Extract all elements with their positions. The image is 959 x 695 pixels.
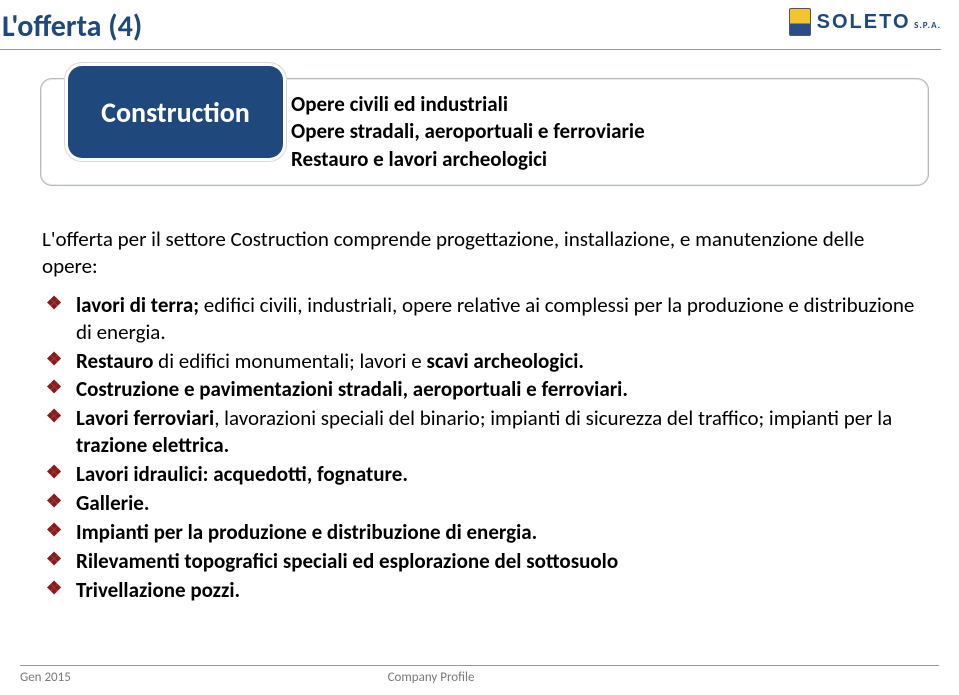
footer: Gen 2015 Company Profile bbox=[0, 665, 959, 685]
footer-rule bbox=[20, 665, 939, 666]
bubble-line: Opere civili ed industriali bbox=[291, 91, 898, 118]
list-item: Impianti per la produzione e distribuzio… bbox=[42, 519, 919, 546]
tab-label: Construction bbox=[101, 95, 250, 130]
list-item: Costruzione e pavimentazioni stradali, a… bbox=[42, 376, 919, 403]
crest-icon bbox=[789, 8, 811, 36]
intro-text: L'offerta per il settore Costruction com… bbox=[42, 226, 919, 280]
list-item: lavori di terra; edifici civili, industr… bbox=[42, 292, 919, 346]
list-item: Rilevamenti topografici speciali ed espl… bbox=[42, 548, 919, 575]
footer-date: Gen 2015 bbox=[20, 670, 388, 685]
offer-list: lavori di terra; edifici civili, industr… bbox=[42, 292, 919, 604]
bubble-line: Opere stradali, aeroportuali e ferroviar… bbox=[291, 118, 898, 145]
list-item: Lavori ferroviari, lavorazioni speciali … bbox=[42, 405, 919, 459]
logo-text: SOLETO bbox=[817, 11, 911, 33]
page-title: L'offerta (4) bbox=[0, 8, 142, 45]
header: L'offerta (4) SOLETO S.P.A. bbox=[0, 0, 959, 45]
list-item: Gallerie. bbox=[42, 490, 919, 517]
list-item: Restauro di edifici monumentali; lavori … bbox=[42, 348, 919, 375]
footer-row: Gen 2015 Company Profile bbox=[20, 670, 939, 685]
bubble-line: Restauro e lavori archeologici bbox=[291, 146, 898, 173]
logo-subtext: S.P.A. bbox=[914, 20, 941, 31]
logo: SOLETO S.P.A. bbox=[789, 8, 941, 36]
logo-text-block: SOLETO S.P.A. bbox=[817, 11, 941, 34]
body: L'offerta per il settore Costruction com… bbox=[0, 208, 959, 603]
diagram: Opere civili ed industriali Opere strada… bbox=[40, 78, 929, 208]
header-rule bbox=[0, 49, 941, 50]
footer-title: Company Profile bbox=[388, 670, 756, 685]
list-item: Trivellazione pozzi. bbox=[42, 577, 919, 604]
list-item: Lavori idraulici: acquedotti, fognature. bbox=[42, 461, 919, 488]
category-tab: Construction bbox=[68, 66, 283, 158]
